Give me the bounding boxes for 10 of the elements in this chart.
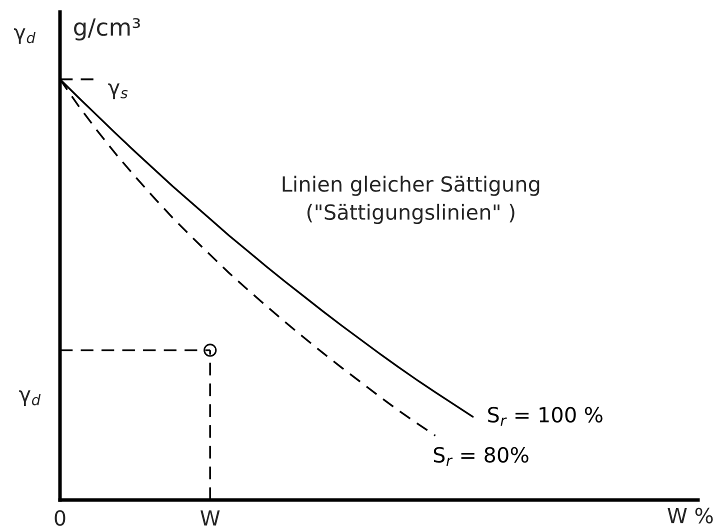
text: g/cm³ [74,18,140,41]
text: γ$_{d}$ [19,390,41,406]
annotation: γ$_{s}$ [108,83,128,100]
y-axis-title: γ$_{d}$ [14,28,36,44]
series-label: S$_{r}$ = 100 % [488,406,602,426]
x-axis-title: W % [668,508,713,524]
x-tick-label: W [200,510,220,526]
x-tick-label: 0 [54,510,66,526]
annotation: Linien gleicher Sättigung ("Sättigungslinien" ) [282,176,540,224]
series-label: S$_{r}$ = 80% [434,446,528,466]
